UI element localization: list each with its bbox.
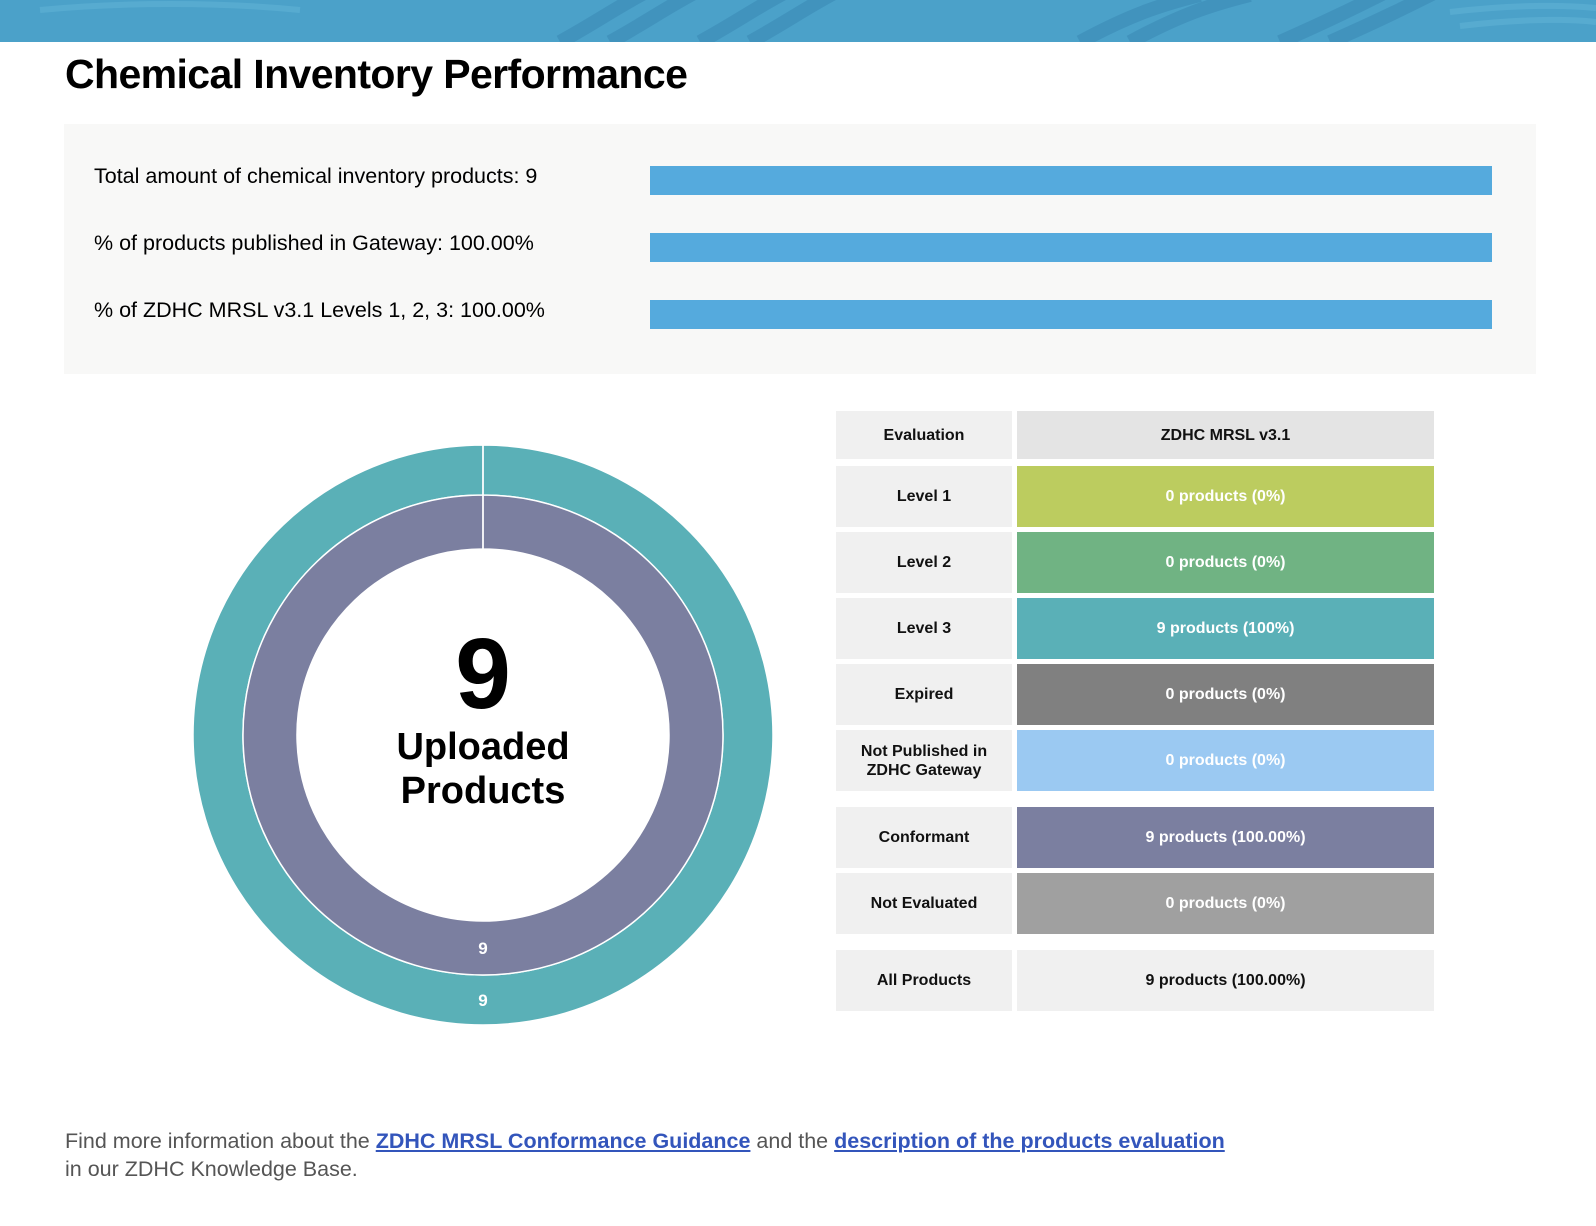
link-mrsl-conformance-guidance[interactable]: ZDHC MRSL Conformance Guidance xyxy=(375,1129,751,1153)
metric-progress-fill xyxy=(650,166,1492,195)
row-label-level-3: Level 3 xyxy=(836,598,1012,659)
metric-row-published: % of products published in Gateway: 100.… xyxy=(64,223,1536,263)
row-label-conformant: Conformant xyxy=(836,807,1012,868)
row-value-level-1: 0 products (0%) xyxy=(1017,466,1434,527)
table-header-mrsl: ZDHC MRSL v3.1 xyxy=(1017,411,1434,459)
metric-label: % of products published in Gateway: 100.… xyxy=(94,231,534,255)
summary-panel: Total amount of chemical inventory produ… xyxy=(64,124,1536,374)
link-products-evaluation[interactable]: description of the products evaluation xyxy=(834,1129,1225,1153)
row-label-level-2: Level 2 xyxy=(836,532,1012,593)
metric-progress-bar xyxy=(650,166,1492,195)
center-label-line-2: Products xyxy=(401,770,566,812)
footer-text-before: Find more information about the xyxy=(65,1129,376,1153)
footer-text-middle: and the xyxy=(750,1129,835,1153)
center-value: 9 xyxy=(455,618,511,730)
header-banner xyxy=(0,0,1596,42)
row-value-not-evaluated: 0 products (0%) xyxy=(1017,873,1434,934)
row-label-all-products: All Products xyxy=(836,950,1012,1011)
row-value-conformant: 9 products (100.00%) xyxy=(1017,807,1434,868)
row-value-level-3: 9 products (100%) xyxy=(1017,598,1434,659)
metric-label: % of ZDHC MRSL v3.1 Levels 1, 2, 3: 100.… xyxy=(94,298,545,322)
inner-ring-data-label: 9 xyxy=(478,939,487,958)
row-label-level-1: Level 1 xyxy=(836,466,1012,527)
outer-ring-data-label: 9 xyxy=(478,991,487,1010)
center-label-line-1: Uploaded xyxy=(396,726,569,768)
row-label-expired: Expired xyxy=(836,664,1012,725)
donut-chart: 9 9 9 Uploaded Products xyxy=(180,432,786,1038)
row-value-expired: 0 products (0%) xyxy=(1017,664,1434,725)
row-label-not-evaluated: Not Evaluated xyxy=(836,873,1012,934)
row-value-all-products: 9 products (100.00%) xyxy=(1017,950,1434,1011)
metric-row-total: Total amount of chemical inventory produ… xyxy=(64,156,1536,196)
row-label-not-published: Not Published in ZDHC Gateway xyxy=(836,730,1012,791)
row-value-level-2: 0 products (0%) xyxy=(1017,532,1434,593)
metric-progress-fill xyxy=(650,300,1492,329)
metric-progress-fill xyxy=(650,233,1492,262)
footer-note: Find more information about the ZDHC MRS… xyxy=(65,1127,1225,1183)
evaluation-table: Evaluation ZDHC MRSL v3.1 Level 1 0 prod… xyxy=(836,411,1434,1011)
metric-progress-bar xyxy=(650,300,1492,329)
metric-label: Total amount of chemical inventory produ… xyxy=(94,164,538,188)
table-header-evaluation: Evaluation xyxy=(836,411,1012,459)
inner-ring-segment-conformant xyxy=(242,494,724,976)
metric-progress-bar xyxy=(650,233,1492,262)
banner-wave-pattern xyxy=(39,0,1596,42)
metric-row-levels: % of ZDHC MRSL v3.1 Levels 1, 2, 3: 100.… xyxy=(64,290,1536,330)
page-title: Chemical Inventory Performance xyxy=(65,51,688,97)
footer-text-after: in our ZDHC Knowledge Base. xyxy=(65,1157,358,1181)
row-value-not-published: 0 products (0%) xyxy=(1017,730,1434,791)
